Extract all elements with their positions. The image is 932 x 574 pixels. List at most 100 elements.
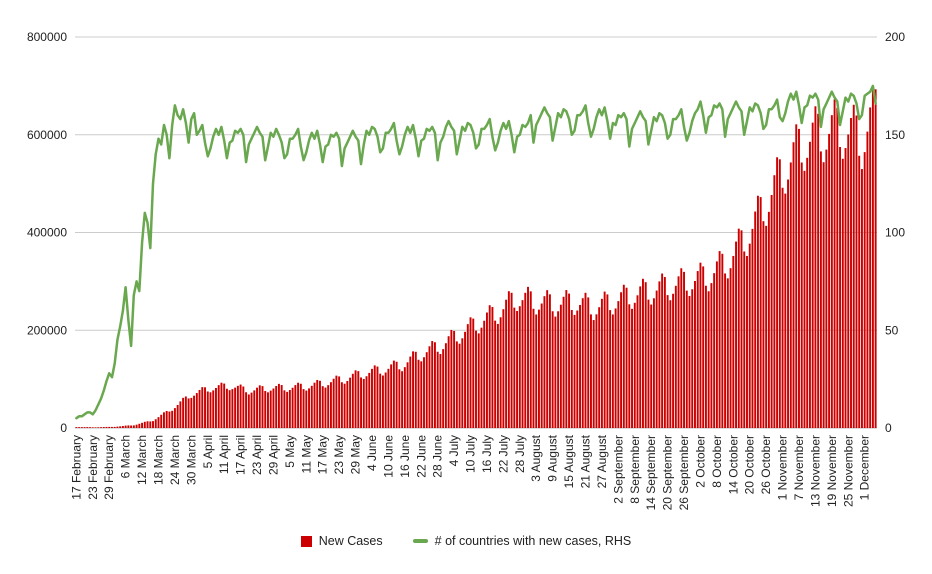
new-cases-bar xyxy=(94,427,97,428)
new-cases-bar xyxy=(461,338,464,428)
x-axis-tick-label: 1 November xyxy=(776,435,790,500)
new-cases-bar xyxy=(338,376,341,428)
new-cases-bar xyxy=(390,364,393,428)
new-cases-bar xyxy=(765,225,768,428)
new-cases-bar xyxy=(710,283,713,428)
new-cases-bar xyxy=(247,394,250,428)
new-cases-bar xyxy=(595,314,598,428)
new-cases-bar xyxy=(661,273,664,428)
new-cases-bar xyxy=(702,266,705,428)
new-cases-bar xyxy=(365,376,368,428)
new-cases-bar xyxy=(579,304,581,428)
new-cases-bar xyxy=(499,317,502,428)
new-cases-bar xyxy=(644,282,647,428)
new-cases-bar xyxy=(236,385,239,428)
x-axis-tick-label: 3 August xyxy=(529,434,543,481)
new-cases-bar xyxy=(343,383,346,428)
new-cases-bar xyxy=(264,391,267,428)
new-cases-bar xyxy=(781,187,784,428)
new-cases-bar xyxy=(327,385,330,428)
new-cases-bar xyxy=(518,306,521,428)
new-cases-bar xyxy=(89,427,92,428)
x-axis-tick-label: 29 April xyxy=(266,435,280,475)
new-cases-bar xyxy=(825,149,828,429)
new-cases-bar xyxy=(165,410,168,428)
new-cases-bar xyxy=(340,382,343,428)
new-cases-bar xyxy=(524,292,527,428)
new-cases-bar xyxy=(225,388,228,428)
new-cases-bar xyxy=(546,290,549,428)
x-axis-tick-label: 9 August xyxy=(546,434,560,481)
new-cases-bar xyxy=(756,195,759,428)
x-axis-tick-label: 10 July xyxy=(464,435,478,473)
new-cases-bar xyxy=(841,158,844,428)
new-cases-bar xyxy=(847,134,850,428)
new-cases-bar xyxy=(491,307,494,428)
new-cases-bar xyxy=(321,386,324,428)
new-cases-bar xyxy=(116,426,119,428)
new-cases-bar xyxy=(406,362,409,428)
new-cases-bar xyxy=(543,296,546,428)
new-cases-bar xyxy=(228,390,231,428)
new-cases-bar xyxy=(677,276,680,428)
new-cases-bar xyxy=(141,422,144,428)
new-cases-bar xyxy=(532,308,535,428)
new-cases-bar xyxy=(450,329,453,428)
x-axis-tick-label: 23 February xyxy=(86,435,100,500)
new-cases-bar xyxy=(160,414,163,428)
new-cases-bar xyxy=(209,392,212,428)
x-axis-tick-label: 11 May xyxy=(299,435,313,473)
new-cases-bar xyxy=(119,426,122,428)
x-axis-tick-label: 6 March xyxy=(119,435,133,478)
new-cases-bar xyxy=(403,367,406,428)
x-axis-tick-label: 10 June xyxy=(381,435,395,478)
new-cases-bar xyxy=(288,390,291,428)
new-cases-bar xyxy=(283,390,286,428)
new-cases-bar xyxy=(335,375,338,428)
new-cases-bar xyxy=(267,392,269,428)
new-cases-bar xyxy=(420,361,423,428)
new-cases-bar xyxy=(217,385,220,428)
new-cases-bar xyxy=(685,290,688,428)
x-axis-tick-label: 23 April xyxy=(250,435,264,475)
new-cases-bar xyxy=(231,389,234,428)
new-cases-bar xyxy=(565,290,568,428)
x-axis-tick-label: 22 June xyxy=(414,435,428,478)
new-cases-bar xyxy=(666,295,669,428)
new-cases-bar xyxy=(453,330,456,428)
new-cases-bar xyxy=(392,360,395,428)
left-axis-tick-label: 400000 xyxy=(27,226,67,240)
new-cases-bar xyxy=(332,378,335,428)
new-cases-bar xyxy=(746,255,748,428)
new-cases-bar xyxy=(431,341,434,428)
right-axis-tick-label: 150 xyxy=(885,128,905,142)
x-axis-tick-label: 1 December xyxy=(858,435,872,500)
new-cases-bar xyxy=(458,343,461,428)
new-cases-bar xyxy=(639,286,642,428)
new-cases-bar xyxy=(767,211,770,428)
right-axis-tick-label: 0 xyxy=(885,421,892,435)
x-axis-tick-label: 17 February xyxy=(69,435,83,500)
new-cases-bar xyxy=(674,285,677,428)
new-cases-bar xyxy=(828,133,831,429)
new-cases-bar xyxy=(354,370,357,428)
new-cases-bar xyxy=(798,128,800,428)
new-cases-bar xyxy=(622,284,625,428)
new-cases-bar xyxy=(803,170,806,428)
new-cases-bar xyxy=(535,314,538,428)
new-cases-bar xyxy=(485,312,488,428)
new-cases-bar xyxy=(844,148,847,429)
new-cases-bar xyxy=(195,393,198,428)
new-cases-bar xyxy=(507,291,510,428)
x-axis-tick-label: 18 March xyxy=(152,435,166,485)
new-cases-bar xyxy=(91,427,94,428)
new-cases-bar xyxy=(324,387,327,428)
new-cases-bar xyxy=(505,299,508,428)
new-cases-bar xyxy=(562,296,565,428)
new-cases-bar xyxy=(379,373,382,428)
new-cases-bar xyxy=(513,307,516,428)
new-cases-bar xyxy=(726,278,729,428)
new-cases-bar xyxy=(184,396,187,428)
new-cases-bar xyxy=(833,99,836,429)
new-cases-bar xyxy=(559,304,562,428)
